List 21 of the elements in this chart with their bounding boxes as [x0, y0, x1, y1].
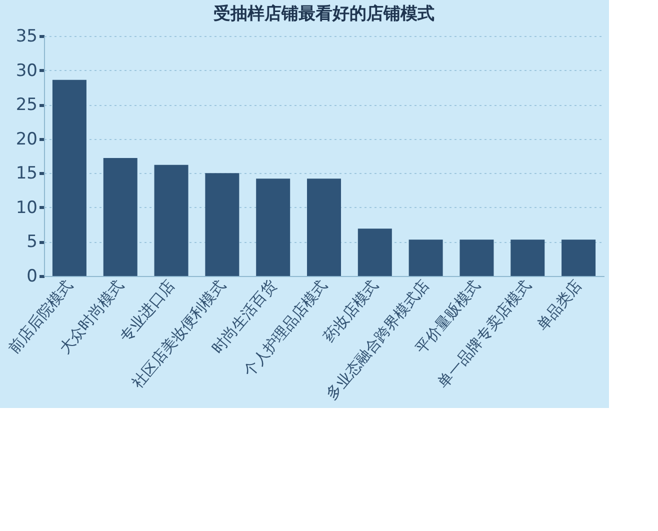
bar: [358, 228, 392, 276]
y-tick-label: 20: [16, 129, 38, 150]
y-tick-label: 10: [16, 198, 38, 218]
bar: [510, 240, 545, 276]
bar: [460, 240, 494, 276]
x-tick-label: 单品类店: [533, 276, 586, 334]
y-tick-label: 5: [26, 232, 38, 252]
bar: [562, 240, 596, 276]
bar: [154, 164, 188, 276]
bar: [52, 80, 86, 276]
bar: [256, 178, 290, 276]
y-tick-label: 15: [16, 164, 38, 184]
y-tick-label: 0: [26, 266, 38, 286]
bar: [205, 173, 240, 276]
bar: [408, 240, 443, 276]
y-tick-label: 35: [16, 26, 38, 46]
y-tick-label: 25: [16, 95, 38, 116]
y-tick-label: 30: [16, 60, 38, 81]
bar: [307, 178, 341, 276]
bar: [103, 158, 138, 276]
chart-title: 受抽样店铺最看好的店铺模式: [214, 4, 434, 24]
